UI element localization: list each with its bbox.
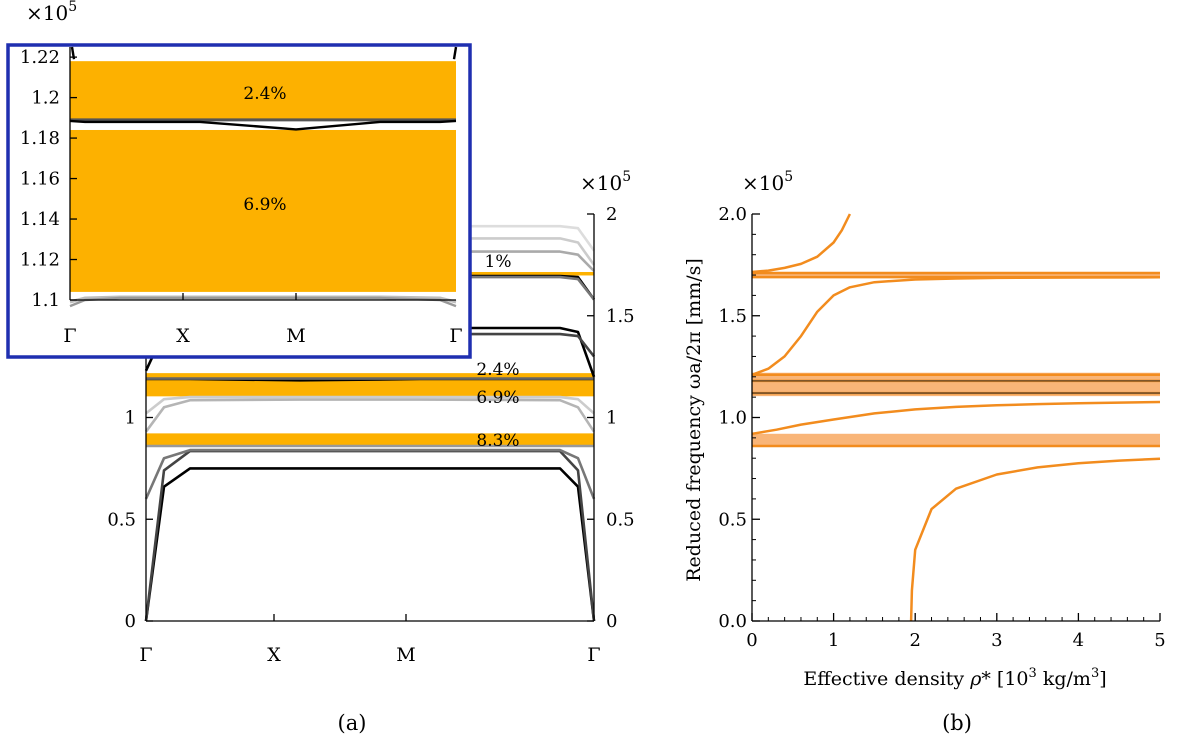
multiplier-b: ×105 bbox=[742, 169, 793, 195]
x-tick-label: Γ bbox=[139, 644, 152, 666]
inset-y-tick-label: 1.22 bbox=[20, 47, 60, 68]
x-tick-label: 2 bbox=[909, 630, 920, 651]
x-tick-label: 1 bbox=[828, 630, 839, 651]
inset-band-gaps bbox=[70, 61, 456, 292]
band-gap-label: 6.9% bbox=[476, 388, 519, 408]
y-tick-label: 0 bbox=[606, 611, 617, 632]
density-curve bbox=[909, 457, 1161, 622]
x-tick-label: X bbox=[267, 644, 281, 666]
inset-curve bbox=[69, 119, 457, 131]
x-tick-label: 3 bbox=[991, 630, 1002, 651]
density-curve bbox=[751, 400, 1161, 436]
inset-band-gap bbox=[70, 129, 456, 292]
inset-curve bbox=[452, 46, 458, 60]
x-axis-label: Effective density ρ* [103 kg/m3] bbox=[803, 666, 1106, 690]
frequency-band bbox=[752, 372, 1160, 397]
band-edge-lines bbox=[752, 271, 1160, 448]
inset-y-tick-label: 1.1 bbox=[31, 290, 60, 311]
band-curve bbox=[144, 398, 596, 433]
inset-gap-label: 2.4% bbox=[243, 84, 286, 104]
inset-axes: 1.1 1.12 1.14 1.16 1.18 1.2 1.22 Γ X M Γ bbox=[20, 47, 463, 347]
inset-frame bbox=[6, 43, 472, 359]
band-curve bbox=[144, 448, 596, 500]
effective-density-plot: 0.0 0.5 1.0 1.5 2.0 0 1 2 3 4 5 ×105 Reduced frequ… bbox=[683, 169, 1166, 690]
inset-y-tick-label: 1.18 bbox=[20, 128, 60, 149]
inset-x-tick-label: Γ bbox=[449, 325, 462, 347]
x-tick-label: 0 bbox=[746, 630, 757, 651]
band-gap bbox=[146, 380, 594, 397]
multiplier-a: ×105 bbox=[580, 169, 631, 195]
y-tick-label: 0.0 bbox=[718, 611, 747, 632]
y-tick-label: 1.0 bbox=[718, 408, 747, 429]
y-tick-label: 1 bbox=[125, 408, 136, 429]
y-tick-label: 1 bbox=[606, 408, 617, 429]
inset-y-tick-label: 1.2 bbox=[31, 88, 60, 109]
density-curve bbox=[751, 213, 852, 274]
y-tick-label: 0.5 bbox=[606, 509, 635, 530]
inset-x-tick-label: X bbox=[176, 325, 190, 347]
band-gap-labels: 8.3% 6.9% 2.4% 1% bbox=[476, 252, 519, 451]
band-curve bbox=[144, 449, 596, 622]
y-tick-label: 2 bbox=[606, 204, 617, 225]
y-tick-label: 1.5 bbox=[718, 306, 747, 327]
y-tick-label: 2.0 bbox=[718, 204, 747, 225]
inset-band-gap bbox=[70, 61, 456, 120]
band-gap bbox=[146, 433, 594, 446]
y-axis-label: Reduced frequency ωa/2π [mm/s] bbox=[683, 258, 705, 582]
density-axes: 0.0 0.5 1.0 1.5 2.0 0 1 2 3 4 5 bbox=[718, 204, 1165, 651]
x-tick-label: 5 bbox=[1154, 630, 1165, 651]
band-curve bbox=[144, 467, 596, 622]
density-curve bbox=[751, 276, 1161, 376]
y-tick-label: 1.5 bbox=[606, 306, 635, 327]
x-tick-label: M bbox=[396, 644, 415, 666]
band-gap-label: 8.3% bbox=[476, 431, 519, 451]
inset-y-tick-label: 1.16 bbox=[20, 169, 60, 190]
y-tick-label: 0 bbox=[125, 611, 136, 632]
frequency-band bbox=[752, 271, 1160, 278]
band-gap-label: 2.4% bbox=[476, 360, 519, 380]
caption-a: (a) bbox=[338, 711, 367, 735]
y-tick-label: 0.5 bbox=[107, 509, 136, 530]
inset-x-tick-label: Γ bbox=[63, 325, 76, 347]
inset-y-tick-label: 1.12 bbox=[20, 250, 60, 271]
frequency-bands bbox=[752, 271, 1160, 446]
frequency-band bbox=[752, 433, 1160, 446]
inset-y-tick-label: 1.14 bbox=[20, 209, 60, 230]
inset-gap-label: 6.9% bbox=[243, 195, 286, 215]
multiplier-inset: ×105 bbox=[26, 0, 77, 25]
band-curve bbox=[145, 395, 595, 415]
band-gap bbox=[146, 373, 594, 380]
zoom-inset: 1.1 1.12 1.14 1.16 1.18 1.2 1.22 Γ X M Γ 2.4% 6.9%… bbox=[6, 0, 472, 359]
caption-b: (b) bbox=[942, 711, 972, 735]
x-tick-label: Γ bbox=[587, 644, 600, 666]
density-curves bbox=[751, 213, 1161, 622]
y-tick-label: 0.5 bbox=[718, 509, 747, 530]
band-gap-label: 1% bbox=[485, 252, 512, 272]
x-tick-label: 4 bbox=[1073, 630, 1084, 651]
inset-x-tick-label: M bbox=[286, 325, 305, 347]
